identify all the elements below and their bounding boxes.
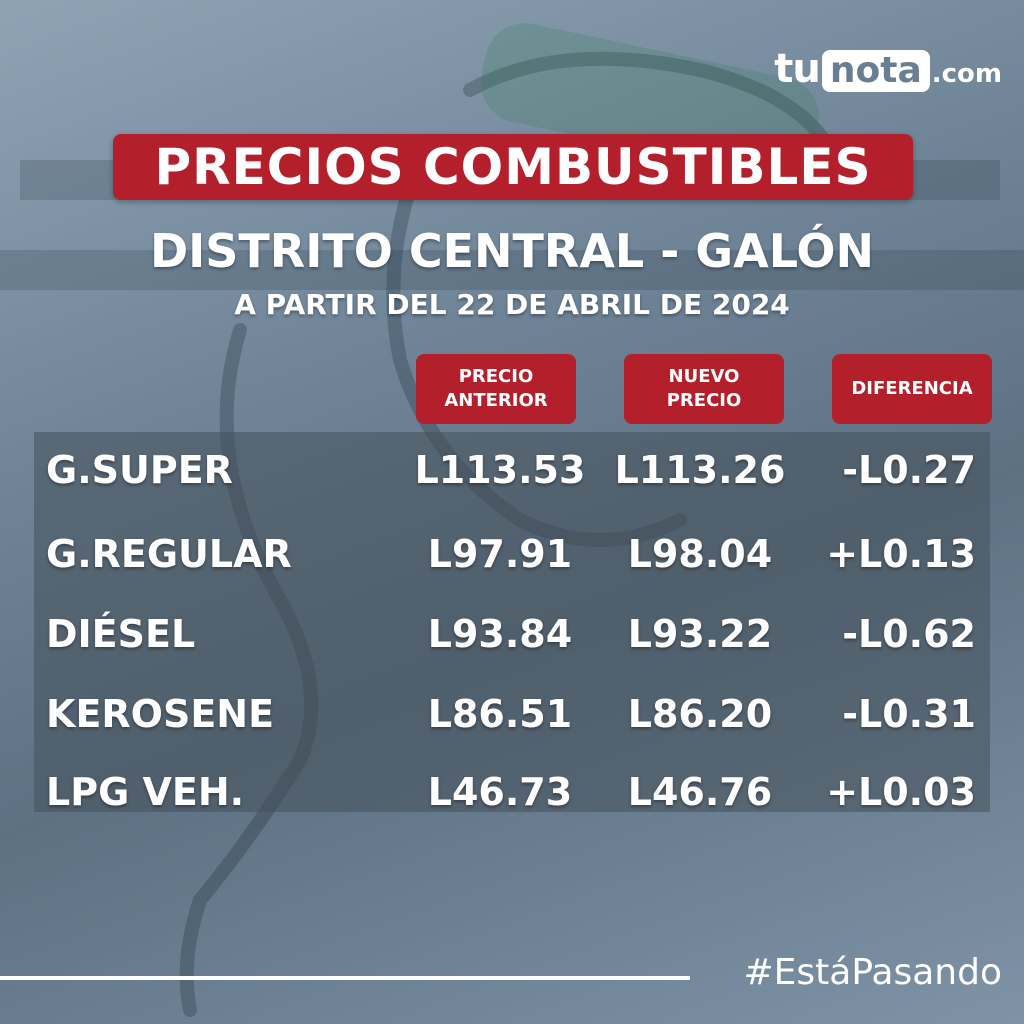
- price-table: G.SUPER L113.53 L113.26 -L0.27 G.REGULAR…: [34, 432, 990, 814]
- table-row: DIÉSEL L93.84 L93.22 -L0.62: [34, 596, 990, 672]
- previous-price: L97.91: [427, 532, 573, 576]
- previous-price: L93.84: [427, 612, 573, 656]
- logo-com: .com: [931, 59, 1002, 89]
- logo-tu: tu: [774, 46, 821, 92]
- page-title: PRECIOS COMBUSTIBLES: [154, 138, 872, 196]
- price-difference: -L0.62: [842, 612, 976, 656]
- fuel-name: DIÉSEL: [46, 612, 196, 656]
- new-price: L93.22: [627, 612, 773, 656]
- fuel-name: G.REGULAR: [46, 532, 292, 576]
- previous-price: L46.73: [427, 770, 573, 814]
- header-difference: DIFERENCIA: [832, 354, 992, 424]
- table-row: LPG VEH. L46.73 L46.76 +L0.03: [34, 754, 990, 830]
- fuel-name: G.SUPER: [46, 448, 233, 492]
- new-price: L113.26: [614, 448, 786, 492]
- price-difference: -L0.31: [842, 692, 976, 736]
- new-price: L86.20: [627, 692, 773, 736]
- new-price: L98.04: [627, 532, 773, 576]
- title-banner: PRECIOS COMBUSTIBLES: [113, 134, 913, 200]
- tunota-logo: tu nota .com: [774, 46, 1002, 92]
- previous-price: L86.51: [427, 692, 573, 736]
- price-difference: +L0.03: [826, 770, 976, 814]
- logo-nota: nota: [821, 50, 930, 92]
- previous-price: L113.53: [414, 448, 586, 492]
- fuel-name: LPG VEH.: [46, 770, 245, 814]
- hashtag: #EstáPasando: [743, 952, 1002, 993]
- table-row: G.SUPER L113.53 L113.26 -L0.27: [34, 432, 990, 508]
- header-previous-price: PRECIO ANTERIOR: [416, 354, 576, 424]
- table-row: KEROSENE L86.51 L86.20 -L0.31: [34, 676, 990, 752]
- price-difference: +L0.13: [826, 532, 976, 576]
- subtitle: DISTRITO CENTRAL - GALÓN: [150, 224, 874, 278]
- table-row: G.REGULAR L97.91 L98.04 +L0.13: [34, 516, 990, 592]
- new-price: L46.76: [627, 770, 773, 814]
- fuel-name: KEROSENE: [46, 692, 275, 736]
- price-difference: -L0.27: [842, 448, 976, 492]
- header-new-price: NUEVO PRECIO: [624, 354, 784, 424]
- effective-date: A PARTIR DEL 22 DE ABRIL DE 2024: [234, 288, 790, 321]
- footer-divider: [0, 976, 690, 980]
